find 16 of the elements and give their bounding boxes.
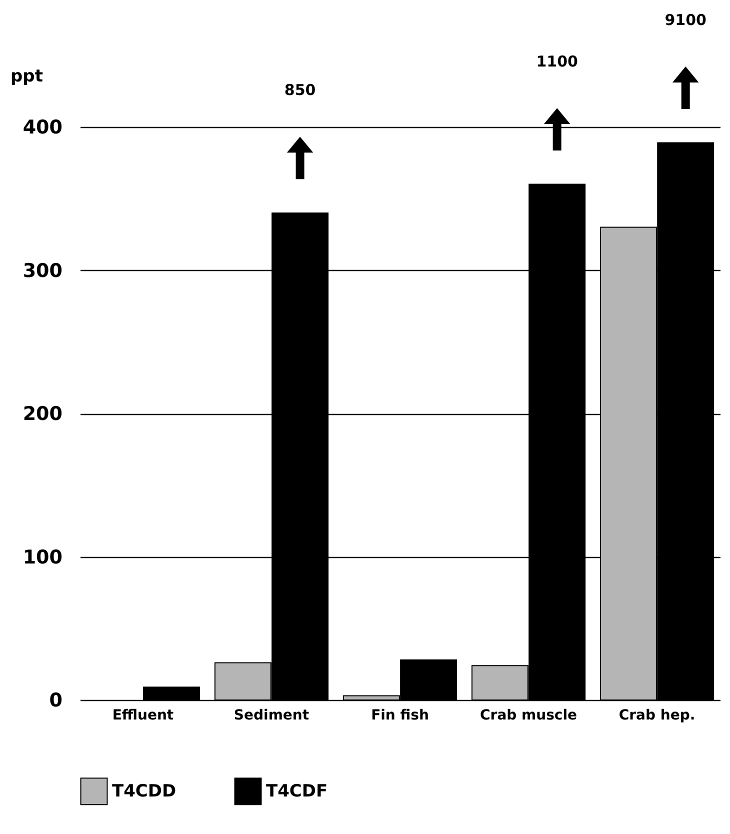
x-tick-label: Crab muscle (480, 708, 578, 724)
y-tick-label: 100 (22, 546, 62, 568)
legend-label: T4CDD (112, 781, 176, 802)
y-tick-label: 0 (49, 690, 62, 712)
legend-label: T4CDF (266, 781, 328, 802)
x-tick-label: Effluent (112, 708, 174, 724)
x-tick-label: Fin fish (371, 708, 429, 724)
y-tick-label: 400 (22, 116, 62, 138)
y-tick-label: 200 (22, 403, 62, 425)
text: 850 (284, 80, 316, 99)
text: 1100 (536, 52, 578, 70)
y-axis-title: ppt (10, 66, 43, 86)
x-tick-label: Sediment (234, 708, 310, 724)
x-tick-label: Crab hep. (618, 708, 696, 724)
y-tick-label: 300 (22, 260, 62, 282)
text: 9100 (664, 10, 706, 29)
